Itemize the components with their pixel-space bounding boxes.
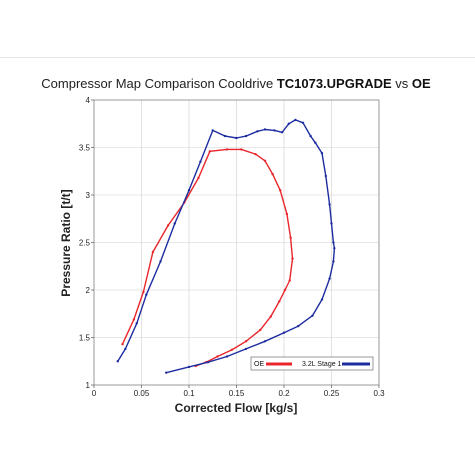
series-point-oe [121,342,124,346]
series-point-oe [288,279,291,282]
series-point-stage1 [159,260,162,263]
series-point-stage1 [282,331,286,334]
series-point-oe [151,250,155,254]
chart-title-prefix: Compressor Map Comparison Cooldrive [41,76,277,91]
series-point-stage1 [235,136,238,140]
series-point-oe [240,148,243,151]
x-tick-label: 0.2 [278,389,290,398]
series-point-stage1 [263,340,267,343]
series-line-stage1 [117,119,336,374]
axis-ticks: 0 0.05 0.1 0.15 0.2 0.25 0.3 1 1.5 2 2.5 3 3.5 4 [79,96,385,398]
series-point-stage1 [324,174,327,178]
series-point-oe [278,300,281,303]
series-point-stage1 [332,241,335,244]
series-point-oe [166,224,170,227]
y-tick-label: 1.5 [79,334,91,343]
y-tick-label: 3.5 [79,144,91,153]
series-point-oe [283,288,287,292]
series-point-stage1 [135,322,138,325]
series-point-stage1 [225,355,229,358]
top-divider-line [0,57,475,58]
y-tick-label: 3 [86,191,91,200]
series-point-stage1 [187,365,191,369]
series-point-stage1 [244,134,248,138]
series-point-stage1 [294,118,297,122]
x-tick-label: 0.15 [229,389,245,398]
series-point-stage1 [223,134,227,138]
series-point-stage1 [173,222,176,225]
series-point-oe [279,189,282,192]
series-point-oe [208,150,212,153]
legend: OE 3.2L Stage 1 [250,356,374,371]
chart-title-suffix: vs [392,76,412,91]
series-point-stage1 [273,129,276,132]
series-point-stage1 [145,293,148,296]
series-point-oe [285,212,289,216]
series-point-stage1 [256,130,259,133]
series-point-stage1 [211,129,214,132]
series-point-stage1 [187,189,191,192]
series-point-stage1 [320,152,324,155]
y-tick-label: 4 [86,96,91,105]
grid-lines [93,99,380,386]
series-point-stage1 [311,314,314,317]
series-point-stage1 [332,260,335,263]
series-point-stage1 [320,298,324,301]
chart-title-model: TC1073.UPGRADE [277,76,392,91]
series-point-stage1 [309,134,312,138]
x-tick-label: 0 [92,389,97,398]
series-point-stage1 [124,347,127,351]
series-point-oe [216,355,219,358]
series-point-oe [132,318,136,321]
legend-label-oe: OE [254,361,264,368]
legend-label-stage1: 3.2L Stage 1 [302,361,342,368]
series-point-stage1 [244,347,248,351]
y-axis-label: Pressure Ratio [t/t] [59,189,73,296]
series-point-stage1 [297,324,300,328]
series-point-oe [254,152,257,156]
series-point-oe [263,159,267,162]
series-point-oe [244,340,248,343]
series-point-oe [269,315,272,318]
series-point-oe [225,148,229,151]
series-point-oe [259,328,262,332]
y-tick-label: 2.5 [79,239,91,248]
series-point-oe [291,257,294,260]
series-point-stage1 [199,160,202,163]
x-tick-label: 0.05 [134,389,150,398]
x-tick-label: 0.25 [324,389,340,398]
data-series [116,118,336,374]
series-point-oe [230,348,233,352]
x-tick-label: 0.3 [373,389,385,398]
series-point-stage1 [328,277,331,280]
series-point-stage1 [280,131,284,134]
y-tick-label: 2 [86,286,91,295]
legend-box [250,356,374,371]
series-point-stage1 [287,122,290,125]
series-point-stage1 [330,222,333,225]
series-point-oe [197,176,200,180]
series-point-stage1 [116,360,119,363]
series-point-stage1 [314,141,317,144]
series-point-stage1 [301,121,305,125]
series-point-stage1 [165,371,168,374]
series-point-oe [289,236,292,239]
series-line-oe [121,148,294,367]
series-point-stage1 [206,361,210,364]
series-point-stage1 [328,203,331,206]
series-point-stage1 [333,247,336,250]
chart-title-oe: OE [412,76,431,91]
x-tick-label: 0.1 [183,389,195,398]
y-tick-label: 1 [86,381,91,390]
series-point-oe [142,290,145,294]
chart-title: Compressor Map Comparison Cooldrive TC10… [41,76,431,91]
series-point-oe [271,172,274,176]
series-point-stage1 [263,128,267,131]
x-axis-label: Corrected Flow [kg/s] [175,401,298,415]
